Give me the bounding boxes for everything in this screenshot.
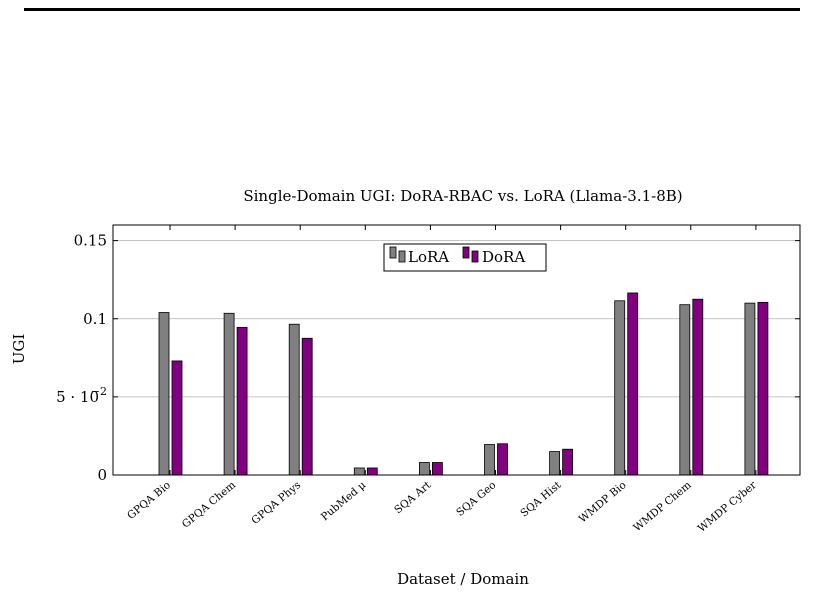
x-tick-label: GPQA Bio (125, 479, 173, 522)
x-tick-label: SQA Hist (518, 479, 564, 520)
y-tick-label: 0.1 (83, 310, 107, 328)
x-tick-label: SQA Geo (454, 479, 498, 519)
x-tick-label: WMDP Cyber (696, 478, 760, 534)
legend-swatch-dora-b (471, 250, 479, 263)
bar-lora (223, 312, 235, 476)
x-axis-label: Dataset / Domain (397, 570, 529, 588)
y-tick-exponent: −2 (91, 385, 107, 398)
bar-dora (236, 326, 248, 476)
bar-lora (744, 302, 756, 476)
bar-dora (171, 360, 183, 476)
x-tick-label: GPQA Phys (249, 479, 303, 527)
bar-dora (692, 298, 704, 476)
y-axis-label: UGI (10, 334, 28, 365)
bars (158, 292, 769, 476)
bar-lora (484, 444, 495, 476)
legend-swatch-dora-a (462, 246, 470, 259)
bar-lora (549, 451, 560, 476)
top-rule (24, 8, 800, 11)
bar-lora (679, 304, 691, 476)
y-ticks: 0 5 · 10−2 0.1 0.15 (56, 232, 800, 484)
x-tick-label: WMDP Chem (631, 479, 693, 534)
bar-lora (288, 323, 300, 476)
legend-label-dora: DoRA (482, 248, 525, 266)
y-tick-label: 5 · 10 (56, 388, 99, 406)
bar-lora (614, 300, 626, 476)
y-tick-label: 0.15 (74, 232, 107, 250)
legend-label-lora: LoRA (408, 248, 449, 266)
bar-lora (158, 312, 170, 476)
bar-dora (757, 301, 769, 476)
bar-lora (418, 462, 430, 476)
x-tick-label: WMDP Bio (577, 479, 629, 525)
legend: LoRA DoRA (383, 243, 547, 272)
legend-swatch-lora-b (398, 250, 406, 263)
bar-dora (562, 448, 573, 476)
bar-dora (366, 467, 378, 476)
x-tick-label: SQA Art (392, 479, 434, 517)
x-tick-label: GPQA Chem (180, 479, 238, 531)
plot-frame (112, 224, 801, 476)
bar-dora (301, 337, 313, 476)
chart-title: Single-Domain UGI: DoRA-RBAC vs. LoRA (L… (243, 187, 682, 205)
bar-dora (627, 292, 639, 476)
x-tick-label: PubMed μ (319, 479, 369, 523)
bar-dora (497, 443, 508, 476)
bar-dora (431, 462, 443, 476)
y-tick-label: 0 (97, 466, 107, 484)
legend-swatch-lora-a (389, 246, 397, 259)
bar-lora (353, 467, 365, 476)
